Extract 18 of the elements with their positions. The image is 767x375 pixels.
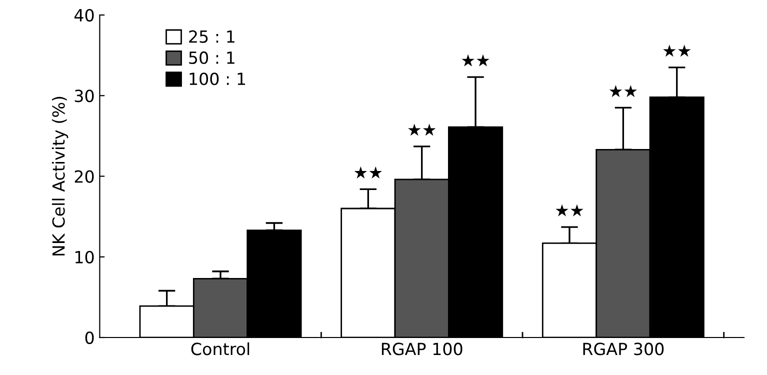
annotation: ★★ — [462, 54, 490, 66]
y-tick-label: 0 — [85, 331, 94, 344]
annotation: ★★ — [609, 84, 638, 98]
y-tick-label: 20 — [74, 170, 94, 183]
y-tick-label: 10 — [75, 250, 94, 264]
x-tick-label: RGAP 300 — [583, 342, 664, 356]
x-tick-label: RGAP 100 — [382, 342, 462, 356]
legend-label: 100 : 1 — [190, 72, 246, 86]
y-tick-label: 30 — [74, 90, 94, 102]
y-axis-title: NK Cell Activity (%) — [52, 96, 68, 256]
annotation: ★★ — [354, 166, 382, 178]
legend-label: 50 : 1 — [189, 51, 234, 64]
y-tick-label: 40 — [74, 8, 94, 22]
annotation: ★★ — [663, 44, 691, 57]
annotation: ★★ — [408, 124, 436, 136]
legend-label: 25 : 1 — [189, 30, 234, 43]
x-tick-label: Control — [191, 342, 250, 356]
annotation: ★★ — [556, 204, 584, 216]
